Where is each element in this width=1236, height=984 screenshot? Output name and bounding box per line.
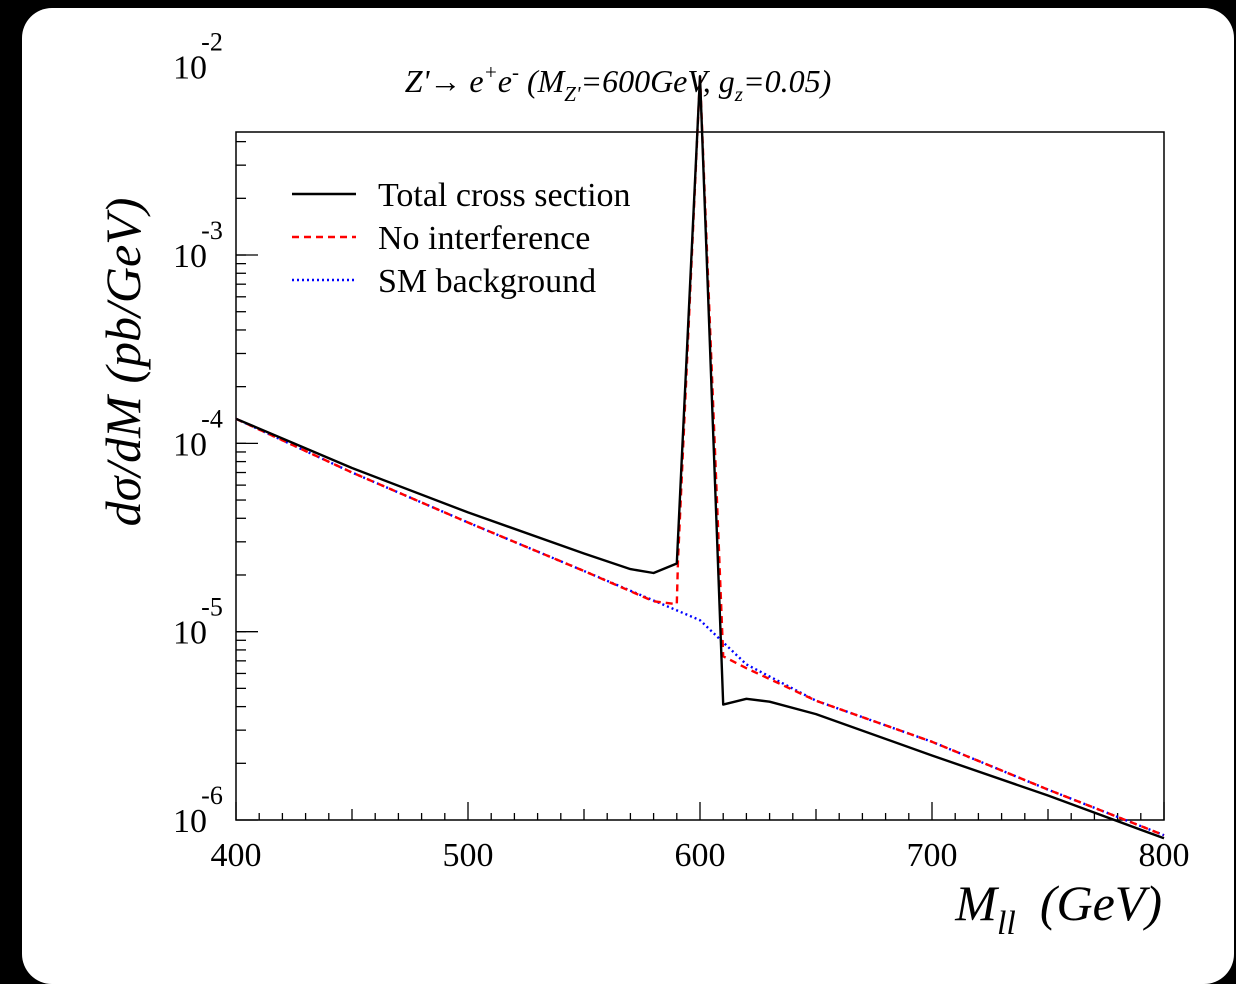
axis-ticks [235, 140, 1165, 821]
x-tick-label: 600 [675, 837, 726, 874]
legend-label-no-interference: No interference [378, 220, 590, 257]
y-tick-label-base: 10 [173, 615, 207, 652]
series-line-2 [235, 417, 1165, 837]
title-sub: z [734, 82, 743, 106]
x-tick-label: 800 [1139, 837, 1190, 874]
legend-label-total: Total cross section [378, 177, 631, 214]
y-tick-label-base: 10 [173, 803, 207, 840]
chart-svg: Z'→ e+e- (MZ'=600GeV, gz=0.05) dσ/dM (pb… [95, 28, 1190, 942]
x-axis-label-sub: ll [997, 905, 1016, 942]
x-tick-label: 400 [211, 837, 262, 874]
title-part: =0.05) [743, 63, 831, 99]
y-tick-label-base: 10 [173, 50, 207, 87]
title-sub: Z' [564, 82, 581, 106]
title-part: e [461, 63, 483, 99]
y-tick-label-base: 10 [173, 426, 207, 463]
x-axis-label-unit: (GeV) [1040, 875, 1162, 931]
x-tick-label: 700 [907, 837, 958, 874]
y-tick-label-exponent: -3 [201, 216, 223, 245]
legend: Total cross section No interference SM b… [292, 177, 631, 300]
y-tick-label-exponent: -2 [201, 28, 223, 57]
y-tick-label-exponent: -4 [201, 404, 223, 433]
title-part: (M [519, 63, 567, 99]
x-axis-label: Mll (GeV) [954, 875, 1162, 942]
title-part: e [498, 63, 512, 99]
chart-card: Z'→ e+e- (MZ'=600GeV, gz=0.05) dσ/dM (pb… [22, 8, 1234, 984]
x-tick-label: 500 [443, 837, 494, 874]
series-line-1 [235, 75, 1165, 837]
y-tick-label-base: 10 [173, 238, 207, 275]
title-sup: - [512, 60, 519, 84]
y-tick-label-exponent: -6 [201, 781, 223, 810]
x-axis-label-main: M [954, 875, 999, 931]
x-tick-labels: 400 500 600 700 800 [211, 837, 1190, 874]
series-lines [235, 75, 1165, 840]
y-axis-label: dσ/dM (pb/GeV) [95, 198, 151, 527]
chart-title: Z'→ e+e- (MZ'=600GeV, gz=0.05) [405, 60, 831, 106]
y-tick-label-exponent: -5 [201, 593, 223, 622]
title-arrow: → [429, 63, 461, 99]
y-tick-labels: 10-610-510-410-310-2 [173, 28, 223, 840]
title-part: Z' [405, 63, 431, 99]
title-sup: + [484, 60, 498, 84]
series-line-0 [235, 75, 1165, 840]
title-part: =600GeV, g [580, 63, 734, 99]
legend-label-sm-background: SM background [378, 263, 596, 300]
